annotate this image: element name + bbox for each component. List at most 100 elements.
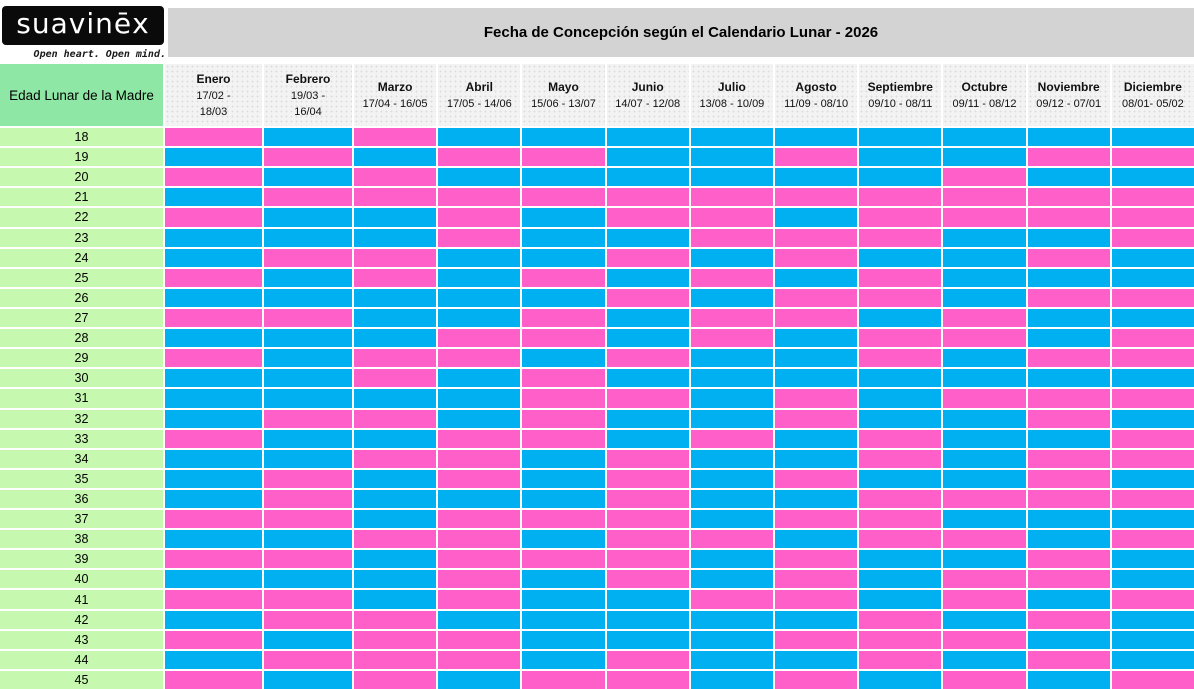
grid-cell-38-mayo (522, 530, 605, 549)
grid-cell-37-noviembre (1027, 510, 1110, 529)
age-cell-37: 37 (0, 510, 163, 529)
grid-cell-45-abril (438, 670, 521, 689)
row-axis-header: Edad Lunar de la Madre (0, 64, 163, 126)
grid-cell-19-noviembre (1027, 148, 1110, 167)
grid-cell-24-marzo (354, 248, 437, 267)
grid-cell-26-agosto (774, 288, 858, 307)
grid-cell-36-septiembre (859, 489, 942, 509)
grid-cell-18-noviembre (1027, 128, 1110, 147)
title-band: Fecha de Concepción según el Calendario … (168, 8, 1194, 57)
grid-cell-30-junio (606, 369, 689, 388)
age-cell-23: 23 (0, 228, 163, 247)
grid-cell-37-junio (606, 510, 689, 529)
grid-cell-23-mayo (522, 228, 605, 247)
grid-cell-37-diciembre (1111, 510, 1194, 529)
grid-cell-24-noviembre (1027, 248, 1110, 267)
grid-cell-41-junio (606, 590, 689, 609)
grid-cell-40-febrero (264, 570, 352, 589)
month-date-range: 09/10 - 08/11 (868, 97, 933, 110)
grid-cell-27-mayo (522, 308, 605, 328)
age-cell-45: 45 (0, 670, 163, 689)
grid-cell-20-abril (438, 168, 521, 187)
month-header-diciembre: Diciembre 08/01- 05/02 (1111, 64, 1194, 126)
grid-cell-42-abril (438, 610, 521, 629)
age-cell-39: 39 (0, 550, 163, 569)
grid-cell-30-septiembre (859, 369, 942, 388)
grid-cell-22-abril (438, 208, 521, 227)
grid-cell-45-octubre (943, 670, 1026, 689)
age-cell-24: 24 (0, 248, 163, 267)
grid-cell-30-diciembre (1111, 369, 1194, 388)
grid-cell-25-diciembre (1111, 268, 1194, 287)
grid-cell-28-noviembre (1027, 329, 1110, 348)
grid-cell-36-julio (690, 489, 773, 509)
grid-cell-18-abril (438, 128, 521, 147)
grid-cell-25-mayo (522, 268, 605, 287)
age-cell-27: 27 (0, 308, 163, 328)
month-name: Octubre (961, 79, 1008, 94)
grid-cell-34-marzo (354, 449, 437, 468)
age-cell-44: 44 (0, 650, 163, 669)
grid-cell-44-diciembre (1111, 650, 1194, 669)
grid-cell-32-mayo (522, 409, 605, 428)
grid-cell-42-octubre (943, 610, 1026, 629)
grid-cell-41-noviembre (1027, 590, 1110, 609)
grid-cell-27-diciembre (1111, 308, 1194, 328)
grid-cell-25-septiembre (859, 268, 942, 287)
grid-cell-42-diciembre (1111, 610, 1194, 629)
grid-cell-18-diciembre (1111, 128, 1194, 147)
grid-cell-19-febrero (264, 148, 352, 167)
grid-cell-23-septiembre (859, 228, 942, 247)
grid-cell-22-junio (606, 208, 689, 227)
grid-cell-25-agosto (774, 268, 858, 287)
grid-cell-18-agosto (774, 128, 858, 147)
grid-cell-20-noviembre (1027, 168, 1110, 187)
month-name: Diciembre (1123, 79, 1182, 94)
grid-cell-32-junio (606, 409, 689, 428)
grid-cell-20-enero (165, 168, 262, 187)
grid-cell-30-enero (165, 369, 262, 388)
grid-cell-45-noviembre (1027, 670, 1110, 689)
age-cell-40: 40 (0, 570, 163, 589)
grid-cell-18-junio (606, 128, 689, 147)
grid-cell-22-diciembre (1111, 208, 1194, 227)
grid-cell-26-enero (165, 288, 262, 307)
grid-cell-45-marzo (354, 670, 437, 689)
grid-cell-29-abril (438, 349, 521, 368)
age-cell-35: 35 (0, 469, 163, 488)
grid-cell-41-enero (165, 590, 262, 609)
grid-cell-24-julio (690, 248, 773, 267)
grid-cell-22-agosto (774, 208, 858, 227)
grid-cell-29-julio (690, 349, 773, 368)
grid-cell-25-febrero (264, 268, 352, 287)
grid-cell-42-agosto (774, 610, 858, 629)
grid-cell-32-enero (165, 409, 262, 428)
grid-cell-45-septiembre (859, 670, 942, 689)
grid-cell-32-marzo (354, 409, 437, 428)
grid-cell-40-junio (606, 570, 689, 589)
grid-cell-42-noviembre (1027, 610, 1110, 629)
grid-cell-35-abril (438, 469, 521, 488)
age-cell-29: 29 (0, 349, 163, 368)
grid-cell-29-septiembre (859, 349, 942, 368)
grid-cell-20-febrero (264, 168, 352, 187)
grid-cell-28-septiembre (859, 329, 942, 348)
month-name: Marzo (377, 79, 413, 94)
month-name: Mayo (548, 79, 579, 94)
grid-cell-43-mayo (522, 630, 605, 649)
brand-tagline: Open heart. Open mind. (33, 49, 166, 60)
grid-cell-44-septiembre (859, 650, 942, 669)
age-cell-43: 43 (0, 630, 163, 649)
month-header-junio: Junio 14/07 - 12/08 (606, 64, 689, 126)
grid-cell-28-febrero (264, 329, 352, 348)
grid-cell-21-septiembre (859, 188, 942, 207)
grid-cell-35-febrero (264, 469, 352, 488)
grid-cell-21-febrero (264, 188, 352, 207)
grid-cell-21-julio (690, 188, 773, 207)
grid-cell-31-enero (165, 389, 262, 408)
grid-cell-19-enero (165, 148, 262, 167)
grid-cell-45-junio (606, 670, 689, 689)
grid-cell-42-junio (606, 610, 689, 629)
grid-cell-32-diciembre (1111, 409, 1194, 428)
grid-cell-20-junio (606, 168, 689, 187)
